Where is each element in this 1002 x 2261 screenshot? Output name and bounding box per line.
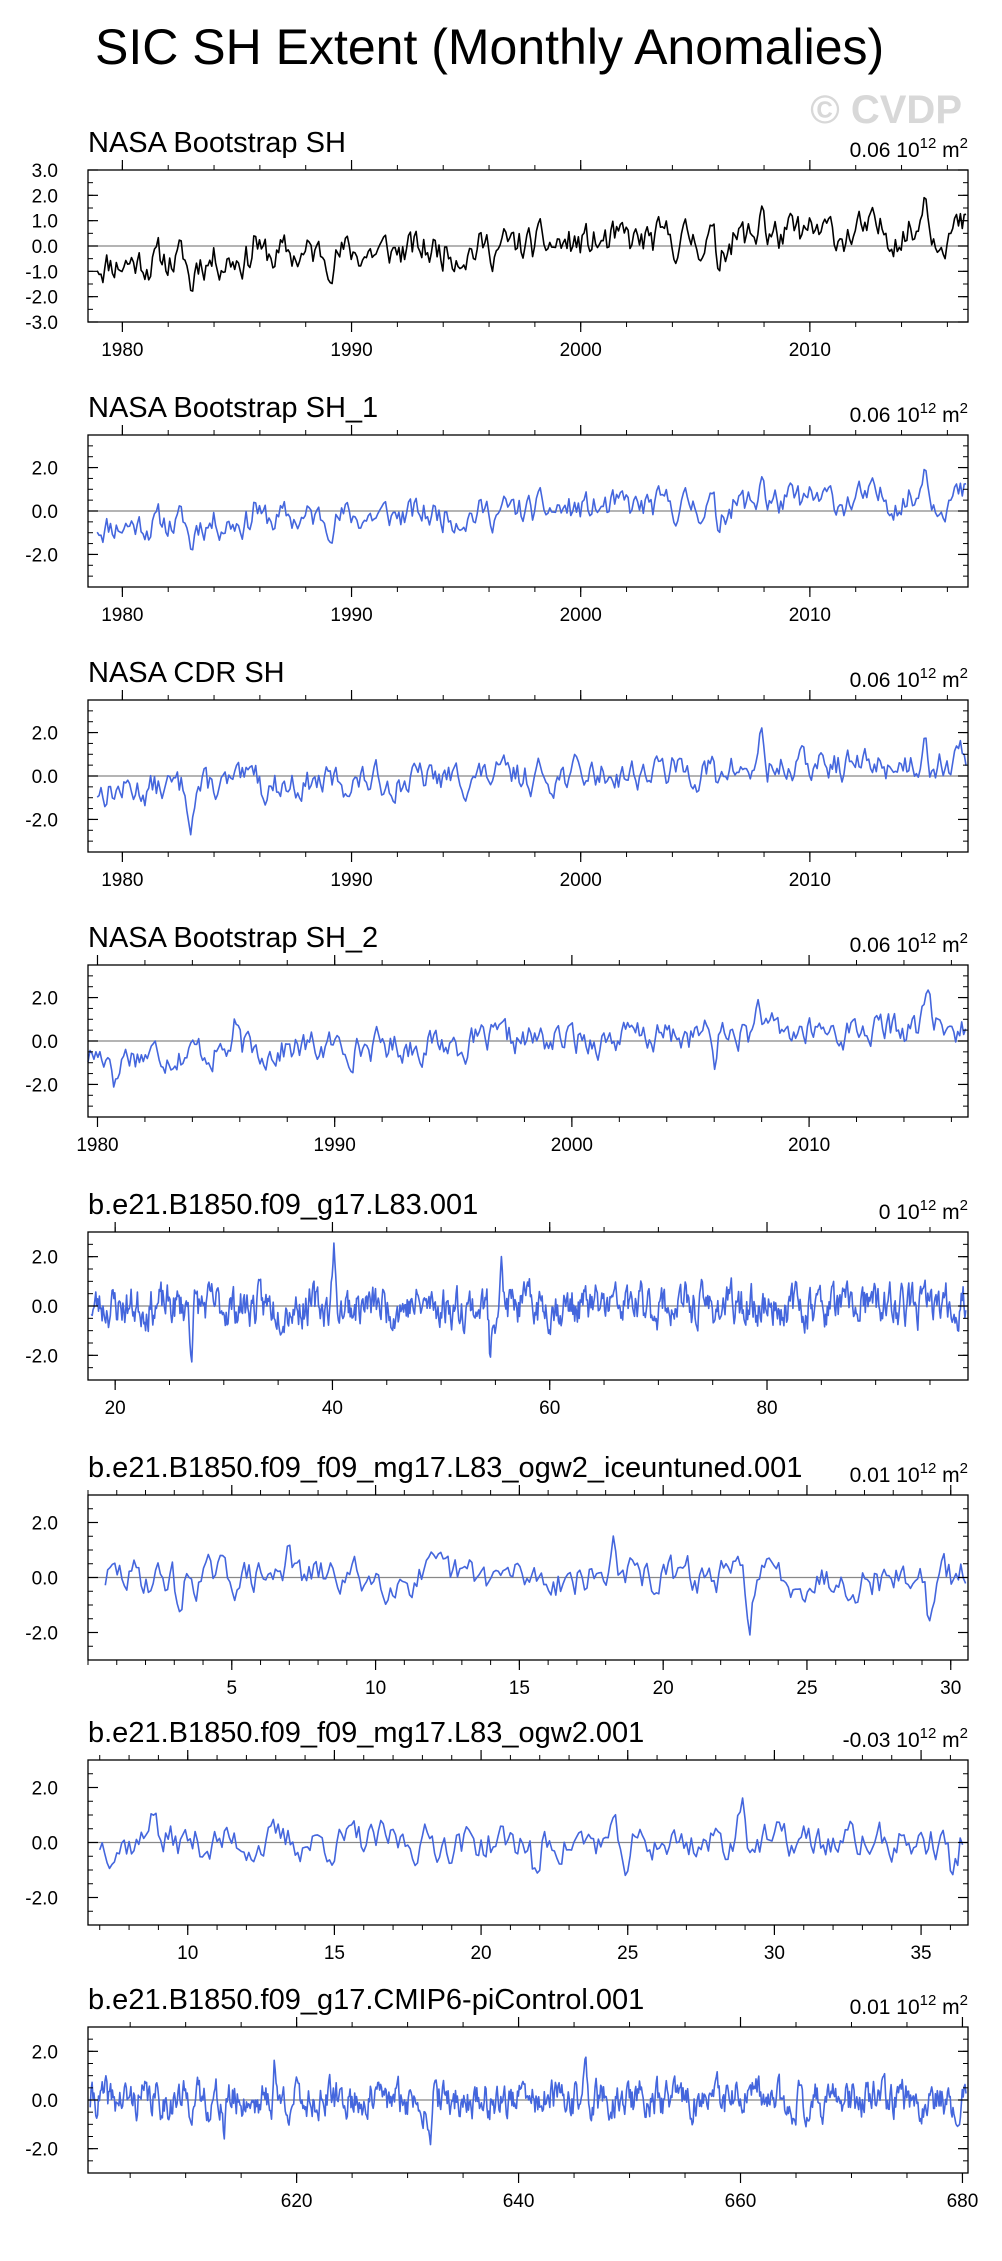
y-tick-label: 0.0 (32, 1297, 58, 1318)
x-tick-label: 20 (470, 1943, 491, 1964)
y-tick-label: -2.0 (25, 810, 58, 831)
x-tick-label: 1990 (330, 870, 372, 891)
trend-label: 0.06 1012 m2 (850, 930, 968, 957)
chart-panel-2: NASA Bootstrap SH_1 0.06 1012 m2 2.0 0.0 -2.… (25, 392, 969, 626)
chart-panel-6: b.e21.B1850.f09_f09_mg17.L83_ogw2_iceunt… (25, 1452, 969, 1699)
x-tick-label: 2010 (788, 1135, 830, 1156)
data-series-line (87, 989, 967, 1088)
y-tick-label: 0.0 (32, 1032, 58, 1053)
cvdp-watermark: © CVDP (810, 88, 962, 132)
y-tick-label: -2.0 (25, 545, 58, 566)
chart-panel-4: NASA Bootstrap SH_2 0.06 1012 m2 2.0 0.0 -2.… (25, 922, 969, 1156)
x-tick-label: 2000 (560, 340, 602, 361)
trend-label: 0 1012 m2 (879, 1197, 968, 1224)
trend-label: 0.06 1012 m2 (850, 135, 968, 162)
page-title: SIC SH Extent (Monthly Anomalies) (95, 19, 885, 75)
x-tick-label: 20 (105, 1398, 126, 1419)
y-tick-label: 2.0 (32, 989, 58, 1010)
y-tick-label: 0.0 (32, 767, 58, 788)
y-tick-label: 2.0 (32, 1514, 58, 1535)
y-tick-label: 0.0 (32, 2091, 58, 2112)
x-tick-label: 2010 (789, 605, 831, 626)
chart-title: NASA CDR SH (88, 657, 285, 689)
y-tick-label: 0.0 (32, 237, 58, 258)
trend-label: 0.06 1012 m2 (850, 400, 968, 427)
y-tick-label: 2.0 (32, 724, 58, 745)
chart-title: NASA Bootstrap SH_1 (88, 392, 378, 424)
chart-panel-5: b.e21.B1850.f09_g17.L83.001 0 1012 m2 2.0 0… (25, 1189, 969, 1419)
trend-label: 0.01 1012 m2 (850, 1992, 968, 2019)
data-series-line (90, 1242, 967, 1363)
y-tick-label: 0.0 (32, 1569, 58, 1590)
x-tick-label: 15 (324, 1943, 345, 1964)
y-tick-label: 2.0 (32, 186, 58, 207)
chart-title: b.e21.B1850.f09_f09_mg17.L83_ogw2.001 (88, 1717, 644, 1749)
x-tick-label: 60 (539, 1398, 560, 1419)
y-tick-label: 2.0 (32, 1248, 58, 1269)
y-tick-label: -2.0 (25, 1624, 58, 1645)
y-tick-label: 1.0 (32, 212, 58, 233)
x-tick-label: 1980 (101, 605, 143, 626)
x-tick-label: 30 (940, 1678, 961, 1699)
data-series-line (104, 1535, 967, 1636)
data-series-line (96, 196, 967, 292)
x-tick-label: 2010 (789, 340, 831, 361)
x-tick-label: 10 (177, 1943, 198, 1964)
data-series-line (96, 468, 967, 551)
x-tick-label: 40 (322, 1398, 343, 1419)
x-tick-label: 1980 (101, 870, 143, 891)
chart-title: b.e21.B1850.f09_g17.CMIP6-piControl.001 (88, 1984, 644, 2016)
y-tick-label: 0.0 (32, 502, 58, 523)
y-tick-label: 0.0 (32, 1834, 58, 1855)
x-tick-label: 1990 (330, 340, 372, 361)
chart-panel-8: b.e21.B1850.f09_g17.CMIP6-piControl.001 0… (25, 1984, 978, 2212)
data-series-line (96, 727, 967, 836)
chart-panel-3: NASA CDR SH 0.06 1012 m2 2.0 0.0 -2.0 1980 199… (25, 657, 969, 891)
x-tick-label: 680 (947, 2191, 979, 2212)
x-tick-label: 15 (509, 1678, 530, 1699)
y-tick-label: 2.0 (32, 1779, 58, 1800)
y-tick-label: -3.0 (25, 313, 58, 334)
x-tick-label: 1990 (314, 1135, 356, 1156)
x-tick-label: 620 (281, 2191, 313, 2212)
x-tick-label: 2000 (551, 1135, 593, 1156)
trend-label: 0.01 1012 m2 (850, 1460, 968, 1487)
x-tick-label: 660 (725, 2191, 757, 2212)
x-tick-label: 10 (365, 1678, 386, 1699)
chart-panel-7: b.e21.B1850.f09_f09_mg17.L83_ogw2.001 -0.… (25, 1717, 969, 1964)
y-tick-label: 2.0 (32, 2042, 58, 2063)
x-tick-label: 1980 (101, 340, 143, 361)
trend-label: -0.03 1012 m2 (843, 1725, 968, 1752)
chart-title: b.e21.B1850.f09_f09_mg17.L83_ogw2_iceunt… (88, 1452, 802, 1484)
x-tick-label: 1990 (330, 605, 372, 626)
data-series-line (98, 1797, 964, 1877)
y-tick-label: -2.0 (25, 288, 58, 309)
chart-panel-1: NASA Bootstrap SH 0.06 1012 m2 3.0 2.0 1.0 0.… (25, 127, 969, 361)
y-tick-label: -2.0 (25, 2140, 58, 2161)
x-tick-label: 30 (764, 1943, 785, 1964)
x-tick-label: 35 (910, 1943, 931, 1964)
x-tick-label: 640 (503, 2191, 535, 2212)
x-tick-label: 25 (617, 1943, 638, 1964)
x-tick-label: 2000 (560, 605, 602, 626)
chart-title: NASA Bootstrap SH (88, 127, 346, 159)
x-tick-label: 5 (227, 1678, 238, 1699)
y-tick-label: -2.0 (25, 1075, 58, 1096)
y-tick-label: 2.0 (32, 459, 58, 480)
y-tick-label: -1.0 (25, 262, 58, 283)
trend-label: 0.06 1012 m2 (850, 665, 968, 692)
y-tick-label: -2.0 (25, 1346, 58, 1367)
x-tick-label: 80 (756, 1398, 777, 1419)
y-tick-label: -2.0 (25, 1889, 58, 1910)
chart-title: b.e21.B1850.f09_g17.L83.001 (88, 1189, 478, 1221)
chart-title: NASA Bootstrap SH_2 (88, 922, 378, 954)
x-tick-label: 2000 (560, 870, 602, 891)
x-tick-label: 2010 (789, 870, 831, 891)
x-tick-label: 25 (796, 1678, 817, 1699)
data-series-line (89, 2056, 967, 2146)
x-tick-label: 1980 (76, 1135, 118, 1156)
x-tick-label: 20 (653, 1678, 674, 1699)
y-tick-label: 3.0 (32, 161, 58, 182)
